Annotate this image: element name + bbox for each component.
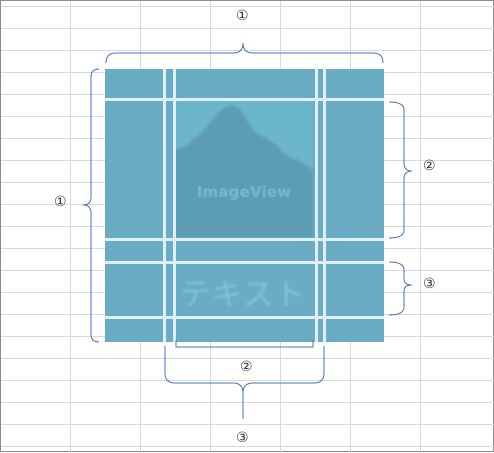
- guide-line-horizontal: [105, 261, 384, 264]
- marker-right-3: ③: [423, 276, 436, 292]
- text-view-label: テキスト: [179, 277, 307, 313]
- guide-line-horizontal: [105, 316, 384, 319]
- image-view: [175, 100, 313, 237]
- guide-line-vertical: [173, 69, 176, 342]
- image-view-caption: ImageView: [196, 183, 292, 201]
- brace-bottom-2: [175, 340, 314, 348]
- guide-line-vertical: [315, 69, 318, 342]
- brace-bottom-3: [164, 346, 325, 419]
- guide-line-horizontal: [105, 98, 384, 101]
- guide-line-horizontal: [105, 238, 384, 241]
- guide-line-vertical: [163, 69, 166, 342]
- marker-left-1: ①: [54, 194, 67, 210]
- marker-bottom-3: ③: [236, 430, 249, 446]
- guide-line-vertical: [323, 69, 326, 342]
- brace-right-3: [388, 261, 413, 316]
- marker-right-2: ②: [423, 158, 436, 174]
- marker-top-1: ①: [236, 8, 249, 24]
- brace-right-2: [388, 101, 413, 239]
- brace-left: [82, 68, 100, 343]
- mountain-landscape-icon: [175, 105, 313, 237]
- marker-bottom-2: ②: [240, 359, 253, 375]
- brace-top: [105, 42, 384, 64]
